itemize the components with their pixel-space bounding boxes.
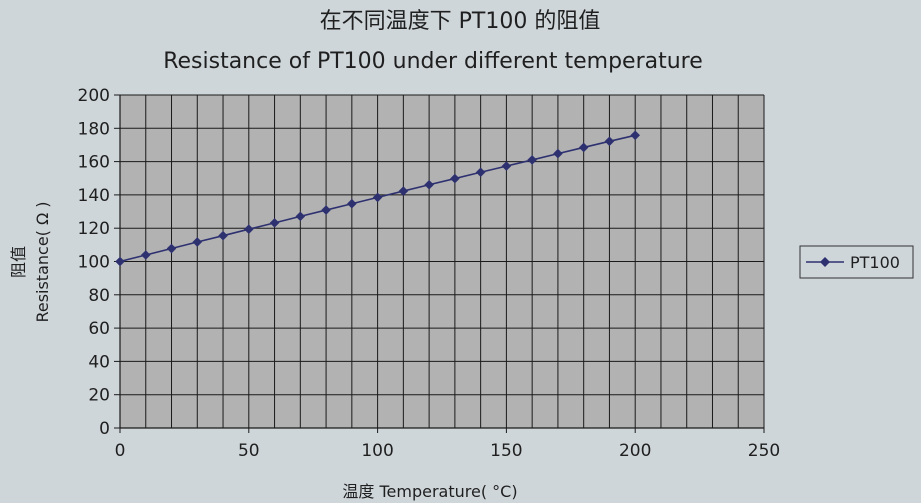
data-point <box>578 142 589 153</box>
data-point <box>501 161 512 171</box>
y-tick-label: 40 <box>88 352 110 372</box>
y-tick-label: 60 <box>88 319 110 339</box>
y-axis-label-cn: 阻值 <box>9 246 28 278</box>
data-point <box>244 224 254 234</box>
data-point <box>140 250 151 260</box>
y-tick-label: 160 <box>78 153 110 173</box>
y-tick-label: 80 <box>88 286 110 306</box>
chart-title: 在不同温度下 PT100 的阻值 <box>320 9 601 34</box>
data-point <box>115 256 125 267</box>
x-axis-label: 温度 Temperature( °C) <box>342 482 517 501</box>
data-point <box>475 167 486 178</box>
x-tick-label: 100 <box>361 441 393 461</box>
x-tick-labels: 0 50 100 150 200 250 <box>115 441 781 461</box>
y-axis-title: 阻值 Resistance( Ω ) <box>9 201 52 322</box>
legend: PT100 <box>799 245 914 279</box>
y-tick-label: 0 <box>99 419 110 439</box>
data-point <box>450 173 460 184</box>
y-tick-label: 200 <box>78 86 110 106</box>
data-point <box>527 155 537 165</box>
series-group <box>115 130 640 267</box>
y-axis-label-en: Resistance( Ω ) <box>33 201 52 322</box>
chart-subtitle: Resistance of PT100 under different temp… <box>163 49 703 74</box>
x-tick-label: 50 <box>238 441 260 461</box>
data-point <box>295 211 306 222</box>
data-point <box>553 148 563 159</box>
data-point <box>604 136 615 147</box>
data-point <box>424 179 434 190</box>
y-tick-label: 120 <box>78 219 110 239</box>
data-point <box>398 186 409 196</box>
y-tick-label: 180 <box>78 119 110 139</box>
data-point <box>630 130 640 141</box>
data-point <box>347 198 357 209</box>
y-tick-label: 100 <box>78 253 110 273</box>
x-tick-label: 150 <box>490 441 522 461</box>
legend-marker <box>820 257 830 267</box>
data-point <box>372 192 383 203</box>
y-tick-labels: 0 20 40 60 80 100 120 140 160 180 200 <box>78 86 110 439</box>
legend-box <box>799 245 914 279</box>
data-point <box>218 230 228 241</box>
y-tick-label: 20 <box>88 386 110 406</box>
data-point <box>321 205 331 215</box>
data-point <box>192 237 203 247</box>
data-point <box>269 218 280 228</box>
legend-label-pt100: PT100 <box>850 253 900 272</box>
x-tick-label: 250 <box>748 441 780 461</box>
data-point <box>166 243 177 254</box>
x-tick-label: 0 <box>115 441 126 461</box>
y-tick-label: 140 <box>78 186 110 206</box>
grid <box>119 94 765 429</box>
x-tick-label: 200 <box>619 441 651 461</box>
